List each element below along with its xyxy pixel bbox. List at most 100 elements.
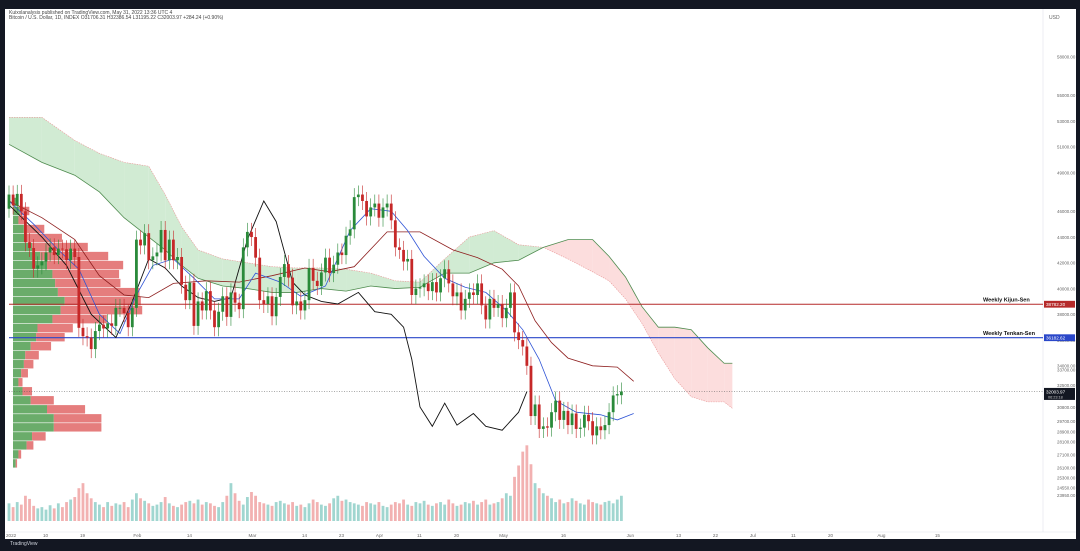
x-tick-label: 2022 <box>6 533 17 538</box>
candle-body <box>447 269 451 284</box>
x-tick-label: 14 <box>302 533 308 538</box>
volume-profile-down-bar <box>64 296 141 306</box>
volume-bar <box>504 493 508 521</box>
volume-bar <box>245 497 249 521</box>
volume-bar <box>233 493 237 521</box>
candle-body <box>311 267 315 281</box>
volume-bar <box>447 499 451 521</box>
volume-profile-down-bar <box>18 215 26 225</box>
volume-bar <box>574 500 578 521</box>
volume-bar <box>61 507 64 521</box>
x-tick-label: 10 <box>43 533 49 538</box>
price-tag <box>1044 334 1075 342</box>
volume-bar <box>336 495 340 521</box>
volume-bar <box>98 504 101 521</box>
volume-bar <box>77 488 81 521</box>
candle-body <box>389 203 393 221</box>
y-tick-label: 24550.00 <box>1057 485 1076 490</box>
volume-bar <box>537 488 541 521</box>
x-tick-label: 14 <box>187 533 193 538</box>
candle-body <box>455 292 459 297</box>
cloud-bullish-segment <box>74 140 100 192</box>
weekly-kijun-label: Weekly Kijun-Sen <box>983 298 1030 304</box>
candle-body <box>77 257 81 328</box>
volume-profile-down-bar <box>21 369 28 378</box>
volume-profile-down-bar <box>47 405 86 414</box>
volume-bar <box>192 503 196 521</box>
y-tick-label: 58000.00 <box>1057 55 1076 60</box>
last-price-label: 32003.97 <box>1046 389 1066 394</box>
cloud-bearish-segment <box>592 239 610 281</box>
candle-body <box>69 248 73 261</box>
volume-bar <box>73 497 77 521</box>
volume-profile-up-bar <box>13 197 18 207</box>
volume-bar <box>435 503 438 521</box>
publisher-line: Kuixxlanalysis published on TradingView.… <box>9 10 173 16</box>
cloud-bullish-segment <box>518 244 544 261</box>
volume-bar <box>126 507 130 521</box>
candle-body <box>102 324 105 329</box>
volume-profile-up-bar <box>13 269 53 279</box>
x-tick-label: Feb <box>133 533 141 538</box>
volume-profile-up-bar <box>13 351 26 360</box>
candle-body <box>262 300 266 305</box>
candle-body <box>324 257 327 273</box>
candle-body <box>554 400 558 413</box>
y-tick-label: 44000.00 <box>1057 235 1076 240</box>
volume-bar <box>599 504 603 521</box>
volume-profile-up-bar <box>13 387 23 396</box>
volume-bar <box>583 504 586 521</box>
candle-body <box>163 229 167 261</box>
volume-bar <box>32 505 36 521</box>
volume-bar <box>570 498 574 521</box>
volume-bar <box>151 505 155 521</box>
candle-body <box>89 337 93 350</box>
cloud-bullish-segment <box>346 269 371 292</box>
y-tick-label: 49000.00 <box>1057 170 1076 175</box>
candle-body <box>558 400 562 420</box>
candle-body <box>19 193 23 212</box>
volume-bar <box>517 465 521 521</box>
volume-bar <box>291 502 294 521</box>
volume-bar <box>554 502 558 521</box>
volume-bar <box>562 503 566 521</box>
volume-bar <box>513 476 516 521</box>
volume-bar <box>85 493 89 521</box>
y-tick-label: 51000.00 <box>1057 145 1076 150</box>
volume-profile-up-bar <box>13 224 24 234</box>
volume-bar <box>237 500 241 521</box>
cloud-bullish-segment <box>181 226 199 279</box>
volume-bar <box>550 498 553 521</box>
candle-body <box>32 247 36 269</box>
volume-bar <box>463 502 467 521</box>
volume-bar <box>603 502 607 521</box>
price-chart-svg[interactable]: USD 58000.00 55000.00 53000.00 51000.00 49000… <box>5 9 1076 539</box>
candle-body <box>282 264 286 277</box>
x-tick-label: 15 <box>935 533 941 538</box>
candle-body <box>307 267 311 301</box>
volume-profile-up-bar <box>13 459 16 468</box>
volume-bar <box>455 505 459 521</box>
cloud-bullish-segment <box>99 153 125 218</box>
y-tick-label: 40000.00 <box>1057 286 1076 291</box>
volume-profile-up-bar <box>13 369 22 378</box>
y-tick-label: 55000.00 <box>1057 93 1076 98</box>
volume-profile-down-bar <box>26 441 34 450</box>
candle-body <box>488 298 492 320</box>
candle-body <box>48 247 52 253</box>
volume-profile-up-bar <box>13 441 27 450</box>
candle-body <box>213 310 216 328</box>
chart-panel[interactable]: Kuixxlanalysis published on TradingView.… <box>5 9 1076 539</box>
volume-bar <box>315 502 319 521</box>
x-tick-label: Aug <box>877 533 886 538</box>
candle-body <box>266 296 270 305</box>
volume-profile-up-bar <box>13 378 19 387</box>
candle-body <box>496 304 500 308</box>
candle-body <box>459 292 463 311</box>
candle-body <box>619 391 623 396</box>
volume-profile-up-bar <box>13 323 38 333</box>
volume-bar <box>373 504 377 521</box>
volume-bar <box>287 504 290 521</box>
volume-profile-up-bar <box>13 405 47 414</box>
candle-body <box>328 257 331 274</box>
